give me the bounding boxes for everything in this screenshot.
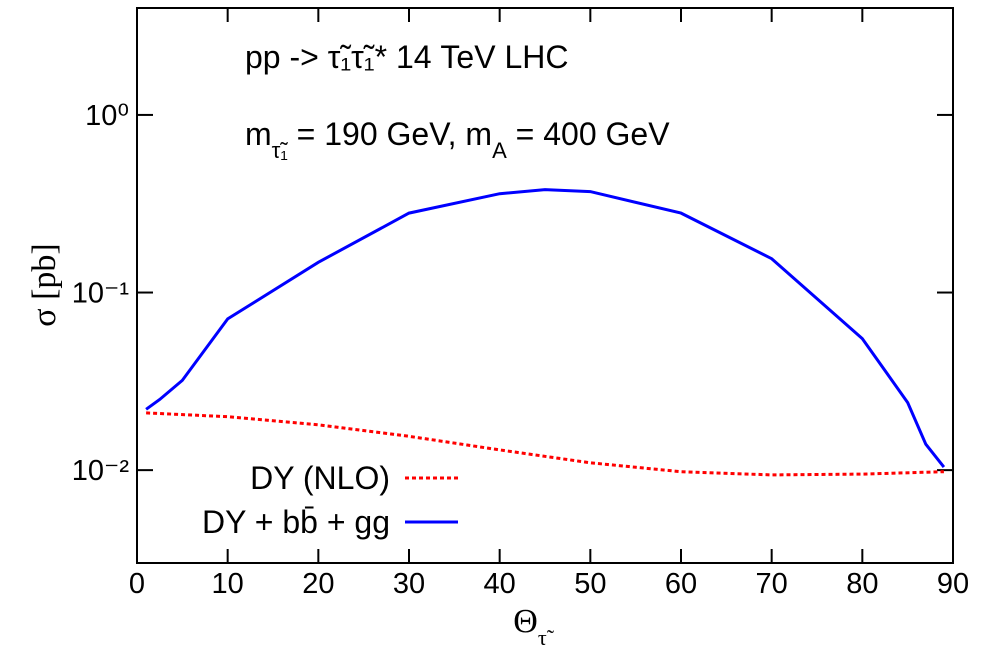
series-line (146, 411, 944, 477)
y-tick-label: 10⁻¹ (72, 278, 130, 310)
y-tick-label: 10⁰ (85, 100, 129, 132)
x-tick-label: 10 (212, 568, 244, 600)
label-part: = 400 GeV (507, 116, 670, 152)
label-part: m (245, 116, 272, 152)
label-part: = 190 GeV, m (288, 116, 492, 152)
series-line (145, 188, 946, 469)
x-tick-label: 90 (937, 568, 969, 600)
x-tick-label: 20 (302, 568, 334, 600)
label-part: τ̃ (538, 625, 555, 650)
legend-label: DY (NLO) (250, 460, 390, 496)
x-tick-label: 60 (665, 568, 697, 600)
label-part: τ̃₁ (272, 138, 289, 163)
x-tick-label: 70 (756, 568, 788, 600)
x-tick-label: 0 (129, 568, 145, 600)
y-tick-label: 10⁻² (72, 455, 130, 487)
x-tick-label: 80 (846, 568, 878, 600)
legend-label: DY + bb̄ + gg (202, 504, 390, 540)
y-axis-label: σ [pb] (26, 243, 63, 326)
annotation: mτ̃₁ = 190 GeV, mA = 400 GeV (245, 116, 670, 163)
x-tick-label: 40 (484, 568, 516, 600)
plot-frame (136, 7, 954, 564)
label-part: Θ (513, 603, 538, 640)
x-tick-label: 30 (393, 568, 425, 600)
x-axis-label: Θτ̃ (513, 603, 554, 650)
x-tick-label: 50 (574, 568, 606, 600)
label-part: A (492, 138, 507, 163)
annotation: pp -> τ̃₁τ̃₁* 14 TeV LHC (245, 39, 568, 75)
